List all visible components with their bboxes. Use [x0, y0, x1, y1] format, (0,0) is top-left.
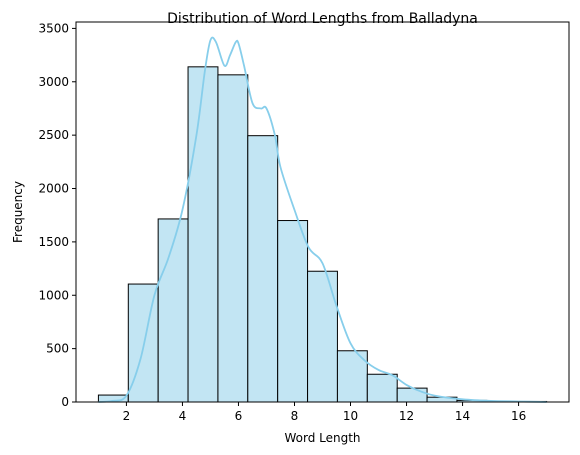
y-tick-label: 3000 — [38, 75, 69, 89]
x-axis-ticks: 2 4 6 8 10 12 14 16 — [123, 402, 527, 423]
x-tick-label: 4 — [179, 409, 187, 423]
y-tick-label: 500 — [46, 342, 69, 356]
histogram-bar — [248, 136, 278, 402]
x-tick-label: 16 — [511, 409, 526, 423]
x-tick-label: 14 — [455, 409, 470, 423]
bars-group — [98, 67, 546, 402]
x-tick-label: 12 — [399, 409, 414, 423]
histogram-bar — [188, 67, 218, 402]
histogram-bar — [218, 75, 248, 402]
y-tick-label: 1500 — [38, 235, 69, 249]
y-tick-label: 2500 — [38, 128, 69, 142]
x-tick-label: 8 — [291, 409, 299, 423]
y-tick-label: 3500 — [38, 21, 69, 35]
y-tick-label: 2000 — [38, 182, 69, 196]
histogram-bar — [278, 221, 308, 402]
histogram-bar — [308, 271, 338, 402]
histogram-bar — [367, 374, 397, 402]
y-tick-label: 0 — [61, 395, 69, 409]
x-axis-label: Word Length — [284, 431, 360, 445]
x-tick-label: 6 — [235, 409, 243, 423]
histogram-bar — [397, 388, 427, 402]
y-axis-ticks: 0 500 1000 1500 2000 2500 3000 3500 — [38, 21, 76, 409]
y-axis-label: Frequency — [11, 181, 25, 243]
chart-title: Distribution of Word Lengths from Ballad… — [167, 11, 478, 27]
x-tick-label: 2 — [123, 409, 131, 423]
x-tick-label: 10 — [343, 409, 358, 423]
y-tick-label: 1000 — [38, 288, 69, 302]
